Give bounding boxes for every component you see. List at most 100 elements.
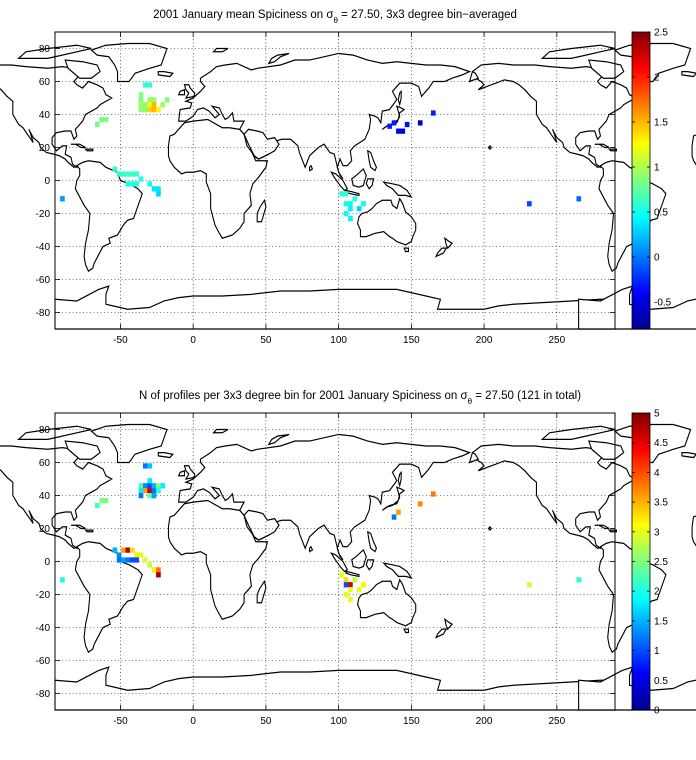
colorbar-tick-label: 2 <box>654 587 660 598</box>
y-tick-label: 40 <box>39 110 51 121</box>
x-tick-label: 200 <box>476 716 493 727</box>
bin-cell <box>151 567 157 573</box>
bin-cell <box>138 493 144 499</box>
y-tick-label: 20 <box>39 143 51 154</box>
colorbar-tick-label: 0.5 <box>654 676 668 687</box>
bin-cell <box>147 181 153 187</box>
bin-cell <box>156 488 161 494</box>
bin-cell <box>387 123 393 129</box>
bin-cell <box>138 483 144 489</box>
bin-cell <box>361 582 366 588</box>
bin-cell <box>147 493 153 499</box>
colorbar-tick-label: 0.5 <box>654 208 668 219</box>
bin-cell <box>417 120 423 126</box>
bin-cell <box>116 171 122 177</box>
bin-cell <box>125 181 131 187</box>
y-tick-label: 60 <box>39 458 51 469</box>
panel-1-bins <box>60 82 582 222</box>
bin-cell <box>99 497 105 504</box>
x-tick-label: 50 <box>260 716 272 727</box>
panel-1-y-axis: 80 60 40 20 0 -20 -40 -60 -80 <box>36 44 615 319</box>
colorbar-tick-label: 1.5 <box>654 118 668 129</box>
bin-cell <box>143 107 148 113</box>
bin-cell <box>156 572 161 578</box>
bin-cell <box>343 582 349 588</box>
bin-cell <box>143 483 148 489</box>
bin-cell <box>112 166 118 172</box>
colorbar-tick-label: 5 <box>654 409 660 420</box>
y-tick-label: -80 <box>36 308 51 319</box>
bin-cell <box>431 110 436 116</box>
colorbar-tick-label: 2 <box>654 73 660 84</box>
bin-cell <box>134 552 139 558</box>
colorbar-tick-label: 0 <box>654 706 660 717</box>
panel-2-grid <box>55 413 615 710</box>
bin-cell <box>121 171 126 177</box>
bin-cell <box>352 196 358 202</box>
x-tick-label: 0 <box>190 335 196 346</box>
bin-cell <box>121 547 126 553</box>
bin-cell <box>121 557 126 563</box>
bin-cell <box>391 120 397 126</box>
map-panel-2: N of profiles per 3x3 degree bin for 200… <box>0 390 696 727</box>
bin-cell <box>138 488 144 494</box>
y-tick-label: 20 <box>39 524 51 535</box>
x-tick-label: 100 <box>330 716 347 727</box>
bin-cell <box>138 552 144 558</box>
colorbar-tick-label: -0.5 <box>654 298 672 309</box>
bin-cell <box>147 483 153 489</box>
bin-cell <box>60 577 65 583</box>
bin-cell <box>417 501 423 507</box>
bin-cell <box>339 572 345 578</box>
panel-1-colorbar-ticks: 2.5 2 1.5 1 0.5 0 -0.5 <box>632 28 672 309</box>
bin-cell <box>527 582 532 588</box>
bin-cell <box>348 587 353 593</box>
bin-cell <box>129 557 135 563</box>
bin-cell <box>156 107 161 113</box>
x-tick-label: 150 <box>403 716 420 727</box>
bin-cell <box>151 186 157 192</box>
colorbar-tick-label: 1 <box>654 163 660 174</box>
bin-cell <box>95 121 100 128</box>
bin-cell <box>129 171 135 177</box>
bin-cell <box>391 514 397 520</box>
bin-cell <box>348 596 353 603</box>
colorbar-tick-label: 2.5 <box>654 28 668 39</box>
bin-cell <box>348 201 353 207</box>
bin-cell <box>343 592 349 598</box>
bin-cell <box>164 97 170 103</box>
panel-1-x-axis: -50 0 50 100 150 200 250 <box>113 32 566 346</box>
bin-cell <box>404 121 410 128</box>
x-tick-label: 0 <box>190 716 196 727</box>
x-tick-label: 150 <box>403 335 420 346</box>
colorbar-tick-label: 3 <box>654 527 660 538</box>
y-tick-label: 60 <box>39 77 51 88</box>
bin-cell <box>143 102 148 108</box>
bin-cell <box>396 128 401 134</box>
bin-cell <box>103 116 109 123</box>
bin-cell <box>151 483 157 489</box>
colorbar-tick-label: 2.5 <box>654 557 668 568</box>
bin-cell <box>125 171 131 177</box>
x-tick-label: -50 <box>113 335 128 346</box>
y-tick-label: -20 <box>36 209 51 220</box>
bin-cell <box>60 196 65 202</box>
bin-cell <box>147 82 153 88</box>
bin-cell <box>339 191 345 197</box>
bin-cell <box>348 582 353 588</box>
bin-cell <box>147 463 153 469</box>
bin-cell <box>356 206 362 212</box>
colorbar-tick-label: 0 <box>654 253 660 264</box>
map-panel-1: 2001 January mean Spiciness on σθ = 27.5… <box>0 9 696 346</box>
y-tick-label: 0 <box>44 176 50 187</box>
y-tick-label: -40 <box>36 242 51 253</box>
bin-cell <box>147 562 153 568</box>
panel-1-colorbar: 2.5 2 1.5 1 0.5 0 -0.5 <box>631 28 672 330</box>
bin-cell <box>156 483 161 489</box>
bin-cell <box>396 509 401 515</box>
bin-cell <box>143 82 148 88</box>
colorbar-tick-label: 1 <box>654 646 660 657</box>
bin-cell <box>147 488 153 494</box>
